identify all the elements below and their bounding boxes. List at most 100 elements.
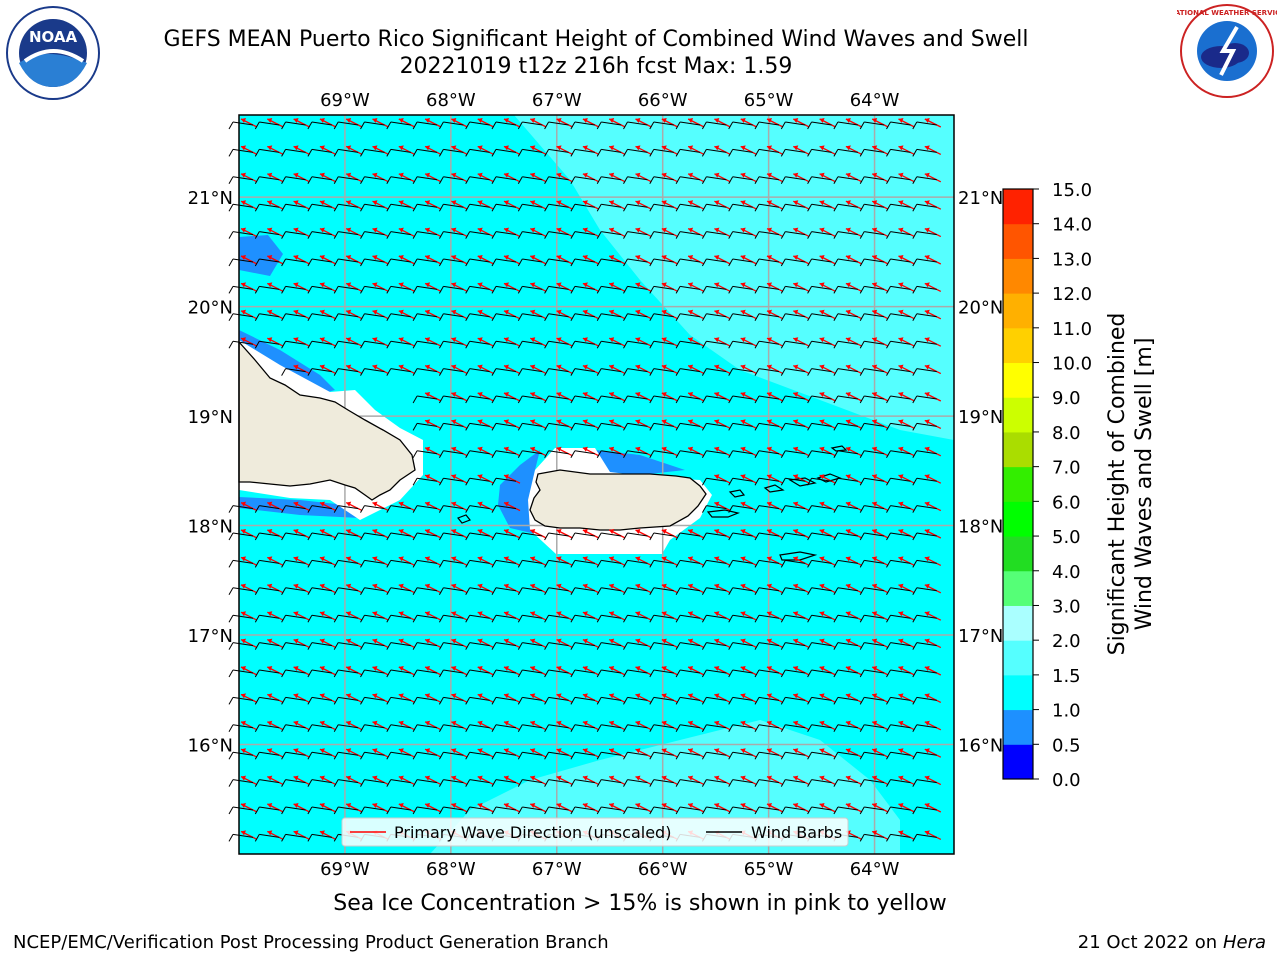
wind-barb	[596, 231, 622, 239]
wave-arrow	[845, 145, 863, 155]
wave-arrow	[530, 145, 547, 155]
wind-barb	[912, 121, 937, 130]
wind-barb	[254, 724, 280, 733]
wind-barb	[807, 532, 832, 541]
wind-barb	[701, 559, 727, 568]
wind-barb	[491, 285, 517, 294]
wind-barb	[228, 258, 254, 267]
wave-arrow	[687, 172, 705, 183]
wave-arrow	[635, 364, 652, 375]
wave-arrow	[267, 830, 284, 840]
wave-arrow	[714, 392, 731, 402]
wave-arrow	[608, 775, 626, 786]
wind-barb	[754, 696, 780, 705]
wave-arrow	[924, 337, 942, 347]
wind-barb	[596, 121, 622, 130]
wind-barb	[780, 505, 806, 513]
wave-arrow	[871, 803, 889, 813]
wave-arrow	[819, 364, 836, 375]
wave-arrow	[451, 337, 468, 347]
wave-arrow	[530, 118, 547, 128]
wave-arrow	[530, 446, 547, 457]
wave-arrow	[793, 282, 810, 292]
wave-arrow	[608, 145, 626, 155]
wind-barb	[912, 696, 937, 705]
wind-barb	[754, 724, 780, 733]
wave-arrow	[793, 392, 810, 402]
wave-arrow	[793, 200, 810, 210]
wave-arrow	[793, 611, 810, 621]
wave-arrow	[293, 364, 310, 375]
wave-arrow	[424, 392, 442, 402]
wave-arrow	[687, 611, 705, 621]
wave-arrow	[372, 583, 389, 594]
wind-barb	[701, 340, 727, 349]
wave-arrow	[319, 803, 337, 813]
wind-barb	[281, 751, 306, 760]
wave-arrow	[556, 775, 573, 786]
wave-arrow	[819, 227, 836, 238]
wave-arrow	[345, 227, 363, 238]
wave-arrow	[424, 529, 442, 539]
noaa-logo-text: NOAA	[29, 28, 78, 46]
wind-barb	[307, 806, 332, 815]
wave-arrow	[451, 529, 468, 539]
wind-barb	[701, 450, 727, 459]
wave-arrow	[240, 118, 258, 128]
wave-arrow	[556, 227, 573, 238]
wave-arrow	[608, 172, 626, 183]
footer-date: 21 Oct 2022 on Hera	[1078, 932, 1266, 953]
wind-barb	[780, 258, 806, 267]
wave-arrow	[793, 446, 810, 457]
wind-barb	[360, 559, 385, 568]
wind-barb	[386, 368, 411, 376]
wave-arrow	[740, 200, 757, 210]
wave-arrow	[766, 720, 784, 731]
wave-arrow	[556, 200, 573, 210]
wind-barb	[491, 203, 517, 212]
wind-barb	[465, 559, 490, 568]
wave-arrow	[372, 556, 389, 566]
wind-barb	[491, 477, 517, 486]
wave-arrow	[845, 392, 863, 402]
wave-arrow	[319, 583, 337, 594]
wind-barb	[780, 559, 806, 568]
wind-barb	[859, 340, 885, 349]
wave-arrow	[424, 145, 442, 155]
wave-arrow	[898, 775, 915, 786]
wind-barb	[807, 231, 832, 239]
wave-arrow	[503, 529, 521, 539]
wave-arrow	[267, 200, 284, 210]
wind-barb	[859, 477, 885, 486]
wave-arrow	[530, 282, 547, 292]
wave-arrow	[293, 611, 310, 621]
wind-barb	[517, 669, 543, 678]
wind-barb	[780, 779, 806, 787]
wave-arrow	[714, 638, 731, 649]
wind-barb	[254, 313, 280, 322]
wave-arrow	[503, 282, 521, 292]
wave-arrow	[582, 529, 600, 539]
wind-barb	[517, 368, 543, 376]
wind-barb	[517, 724, 543, 733]
wind-barb	[912, 724, 937, 733]
wind-barb	[307, 724, 332, 733]
wave-arrow	[503, 666, 521, 676]
wave-arrow	[503, 392, 521, 402]
wind-barb	[886, 642, 911, 650]
wave-arrow	[766, 556, 784, 566]
wind-barb	[833, 587, 858, 596]
wind-barb	[859, 614, 885, 623]
wave-arrow	[477, 364, 494, 375]
colorbar-tick-label: 11.0	[1052, 319, 1092, 340]
wind-barb	[596, 587, 622, 596]
colorbar-band	[1003, 397, 1033, 433]
wave-arrow	[845, 529, 863, 539]
wave-arrow	[924, 803, 942, 813]
map-legend: Primary Wave Direction (unscaled) Wind B…	[341, 817, 849, 847]
wind-barb	[254, 833, 280, 842]
wind-barb	[833, 176, 858, 185]
wave-arrow	[345, 556, 363, 566]
wave-arrow	[608, 638, 626, 649]
wave-arrow	[845, 803, 863, 813]
